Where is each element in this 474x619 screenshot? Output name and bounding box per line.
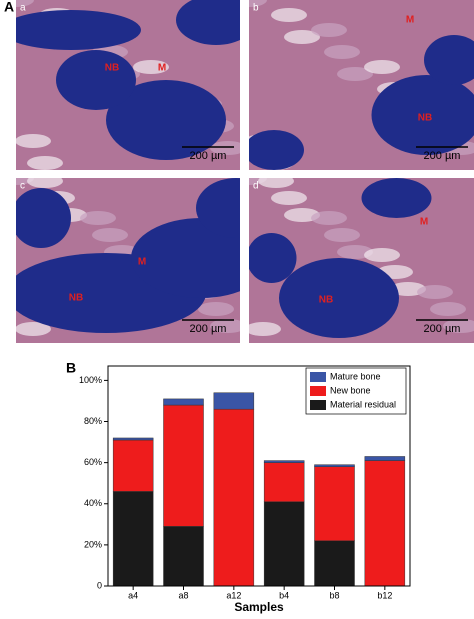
micrograph <box>231 171 474 343</box>
legend-label: New bone <box>330 385 371 395</box>
micrograph <box>0 0 256 170</box>
bone-region <box>279 258 399 338</box>
tissue-detail <box>27 156 63 170</box>
bar-segment <box>315 541 355 586</box>
bar-segment <box>214 393 254 409</box>
x-tick-label: a12 <box>226 590 241 600</box>
tissue-detail <box>198 302 234 316</box>
legend-swatch <box>310 372 326 382</box>
y-tick-label: 80% <box>84 416 102 426</box>
x-tick-label: a4 <box>128 590 138 600</box>
bar-segment <box>365 456 405 460</box>
bar-segment <box>113 440 153 491</box>
tissue-detail <box>311 23 347 37</box>
tissue-detail <box>364 248 400 262</box>
scale-label: 200 µm <box>190 323 227 335</box>
bone-region <box>362 178 432 218</box>
bone-region <box>56 50 136 110</box>
bar-segment <box>264 463 304 502</box>
annotation: NB <box>418 113 432 124</box>
image-label: d <box>253 181 259 192</box>
tissue-detail <box>258 174 294 188</box>
bar-segment <box>315 467 355 541</box>
annotation: NB <box>105 63 119 74</box>
bar-segment <box>113 438 153 440</box>
annotation: M <box>406 15 414 26</box>
bar-segment <box>164 399 204 405</box>
image-label: c <box>20 181 25 192</box>
y-tick-label: 20% <box>84 539 102 549</box>
tissue-detail <box>364 60 400 74</box>
tissue-detail <box>430 302 466 316</box>
tissue-detail <box>271 191 307 205</box>
tissue-detail <box>324 228 360 242</box>
annotation: NB <box>319 295 333 306</box>
tissue-detail <box>271 8 307 22</box>
y-tick-label: 60% <box>84 457 102 467</box>
bar-segment <box>264 461 304 463</box>
legend-label: Mature bone <box>330 371 381 381</box>
scale-label: 200 µm <box>424 323 461 335</box>
tissue-detail <box>311 211 347 225</box>
legend-swatch <box>310 386 326 396</box>
tissue-detail <box>27 174 63 188</box>
tissue-detail <box>245 322 281 336</box>
bar-segment <box>315 465 355 467</box>
panel-label: A <box>4 0 14 15</box>
legend-swatch <box>310 400 326 410</box>
tissue-detail <box>92 228 128 242</box>
chart: 0 20% 40% 60% 80% 100% a4 a8 a12 b4 b8 b12 Samples Ma… <box>79 366 410 614</box>
tissue-detail <box>324 45 360 59</box>
bone-region <box>247 233 297 283</box>
tissue-detail <box>15 134 51 148</box>
tissue-detail <box>80 211 116 225</box>
scale-label: 200 µm <box>190 150 227 162</box>
bar-segment <box>365 461 405 586</box>
x-tick-label: b8 <box>329 590 339 600</box>
bone-region <box>11 188 71 248</box>
image-label: b <box>253 3 259 14</box>
image-label: a <box>20 3 26 14</box>
annotation: M <box>138 257 146 268</box>
x-tick-label: a8 <box>178 590 188 600</box>
x-tick-label: b4 <box>279 590 289 600</box>
x-axis-label: Samples <box>234 600 284 614</box>
legend-label: Material residual <box>330 399 396 409</box>
panel-label: B <box>66 360 76 376</box>
bar-segment <box>113 491 153 586</box>
annotation: M <box>420 217 428 228</box>
y-tick-label: 40% <box>84 498 102 508</box>
bar-segment <box>214 409 254 586</box>
bar-segment <box>264 502 304 586</box>
bar-segment <box>164 526 204 586</box>
annotation: NB <box>69 293 83 304</box>
y-tick-label: 100% <box>79 375 102 385</box>
bone-region <box>244 130 304 170</box>
tissue-detail <box>417 285 453 299</box>
micrographs: a NB M 200 µm b M NB 200 µm c M NB 200 µm d M NB 200 µm <box>0 0 474 343</box>
micrograph <box>231 0 474 170</box>
y-tick-label: 0 <box>97 580 102 590</box>
x-tick-label: b12 <box>377 590 392 600</box>
annotation: M <box>158 63 166 74</box>
bar-segment <box>164 405 204 526</box>
bone-region <box>1 10 141 50</box>
scale-label: 200 µm <box>424 150 461 162</box>
